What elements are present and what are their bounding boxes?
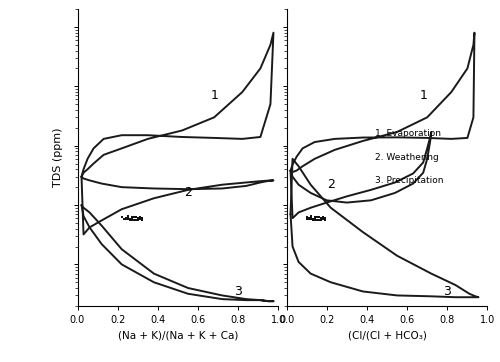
Point xyxy=(312,218,320,223)
Point xyxy=(314,214,322,220)
Point xyxy=(126,216,134,222)
Y-axis label: TDS (ppm): TDS (ppm) xyxy=(53,128,63,187)
Point xyxy=(136,214,144,220)
Text: 3: 3 xyxy=(444,285,451,298)
Point xyxy=(126,216,134,222)
Point xyxy=(302,216,310,222)
Point xyxy=(312,214,320,220)
Point xyxy=(318,214,326,219)
Point xyxy=(128,217,136,223)
X-axis label: (Cl/(Cl + HCO₃): (Cl/(Cl + HCO₃) xyxy=(348,331,426,341)
Point xyxy=(132,217,140,223)
Point xyxy=(136,214,144,219)
Point xyxy=(130,218,138,223)
Point xyxy=(320,215,328,221)
Point xyxy=(122,216,130,222)
Point xyxy=(314,217,322,223)
Text: 1: 1 xyxy=(210,89,218,102)
Text: 2: 2 xyxy=(327,178,334,191)
Point xyxy=(128,215,136,221)
Point xyxy=(138,216,146,222)
Point xyxy=(130,216,138,222)
Text: 3: 3 xyxy=(234,285,242,298)
Point xyxy=(314,214,322,219)
Text: 1. Evaporation: 1. Evaporation xyxy=(375,129,441,138)
Point xyxy=(306,213,314,219)
Point xyxy=(124,215,132,221)
Point xyxy=(124,216,132,222)
Point xyxy=(128,214,136,220)
Point xyxy=(120,216,128,222)
Point xyxy=(308,218,316,223)
Point xyxy=(132,214,140,219)
Point xyxy=(316,215,324,221)
Point xyxy=(316,218,324,223)
Point xyxy=(130,214,138,220)
Point xyxy=(132,214,140,220)
Point xyxy=(134,218,142,223)
Text: 1: 1 xyxy=(419,89,427,102)
Point xyxy=(318,216,326,222)
Point xyxy=(308,216,316,222)
Text: 2: 2 xyxy=(184,186,192,199)
Point xyxy=(122,215,130,221)
Point xyxy=(316,217,324,223)
Point xyxy=(118,214,126,220)
Point xyxy=(312,216,320,222)
Point xyxy=(304,215,312,221)
Point xyxy=(302,214,310,220)
Point xyxy=(134,217,142,223)
Point xyxy=(136,216,144,222)
Point xyxy=(134,215,142,221)
Point xyxy=(310,215,318,221)
Text: 3. Precipitation: 3. Precipitation xyxy=(375,176,444,185)
Point xyxy=(310,217,318,223)
Point xyxy=(318,214,326,220)
X-axis label: (Na + K)/(Na + K + Ca): (Na + K)/(Na + K + Ca) xyxy=(118,331,238,341)
Point xyxy=(124,213,132,219)
Point xyxy=(306,215,314,221)
Point xyxy=(320,216,328,222)
Point xyxy=(304,216,312,222)
Point xyxy=(308,216,316,222)
Point xyxy=(126,218,134,223)
Point xyxy=(310,214,318,220)
Text: 2. Weathering: 2. Weathering xyxy=(375,153,438,162)
Point xyxy=(138,215,146,221)
Point xyxy=(306,216,314,222)
